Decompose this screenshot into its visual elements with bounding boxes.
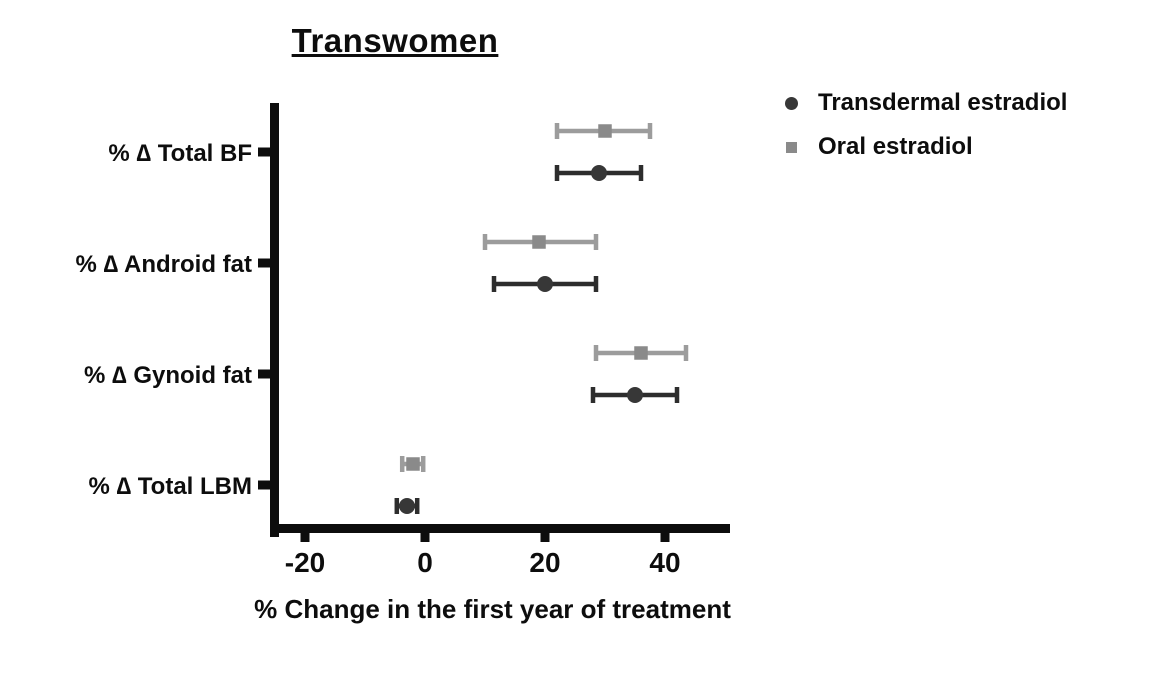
square-marker-icon [785, 141, 797, 153]
legend-label-oral: Oral estradiol [818, 133, 973, 160]
legend-marker-wrap [784, 96, 798, 110]
error-bar-cap-low [491, 276, 497, 292]
y-tick [258, 258, 270, 268]
x-axis-line [270, 524, 730, 533]
x-tick [540, 533, 550, 542]
x-axis-title: % Change in the first year of treatment [254, 594, 731, 624]
error-bar-cap-low [590, 387, 596, 403]
category-label: % ∆ Total LBM [88, 473, 252, 500]
y-tick [258, 369, 270, 379]
circle-marker-icon [784, 96, 798, 110]
error-bar-cap-high [683, 345, 689, 361]
category-label: % ∆ Android fat [76, 251, 252, 278]
x-tick [420, 533, 430, 542]
error-bar-cap-high [638, 165, 644, 181]
data-point-square [634, 346, 648, 360]
x-tick-label: 40 [649, 547, 680, 578]
y-axis-line [270, 103, 279, 537]
x-tick-label: -20 [285, 547, 325, 578]
legend-marker-wrap [784, 141, 798, 153]
error-bar-cap-high [647, 123, 653, 139]
error-bar-cap-high [414, 498, 420, 514]
data-point-circle [627, 387, 643, 403]
x-tick [300, 533, 310, 542]
y-tick [258, 480, 270, 490]
data-point-square [598, 124, 612, 138]
error-bar-cap-low [554, 165, 560, 181]
error-bar-cap-high [593, 234, 599, 250]
error-bar-cap-high [420, 456, 426, 472]
legend-label-transdermal: Transdermal estradiol [818, 89, 1068, 116]
data-point-circle [591, 165, 607, 181]
legend-item-transdermal: Transdermal estradiol [784, 81, 1067, 125]
error-bar-cap-high [674, 387, 680, 403]
legend: Transdermal estradiol Oral estradiol [784, 81, 1067, 169]
data-point-circle [399, 498, 415, 514]
x-tick [660, 533, 670, 542]
error-bar-cap-low [482, 234, 488, 250]
data-point-square [532, 235, 546, 249]
category-label: % ∆ Gynoid fat [84, 362, 252, 389]
error-bar-cap-low [554, 123, 560, 139]
x-tick-label: 20 [529, 547, 560, 578]
legend-item-oral: Oral estradiol [784, 125, 1067, 169]
data-point-square [406, 457, 420, 471]
x-tick-label: 0 [417, 547, 433, 578]
error-bar-cap-high [593, 276, 599, 292]
data-point-circle [537, 276, 553, 292]
error-bar-cap-low [399, 456, 405, 472]
category-label: % ∆ Total BF [108, 140, 252, 167]
y-tick [258, 147, 270, 157]
error-bar-cap-low [593, 345, 599, 361]
error-bar-cap-low [394, 498, 400, 514]
chart-title: Transwomen [291, 22, 499, 59]
